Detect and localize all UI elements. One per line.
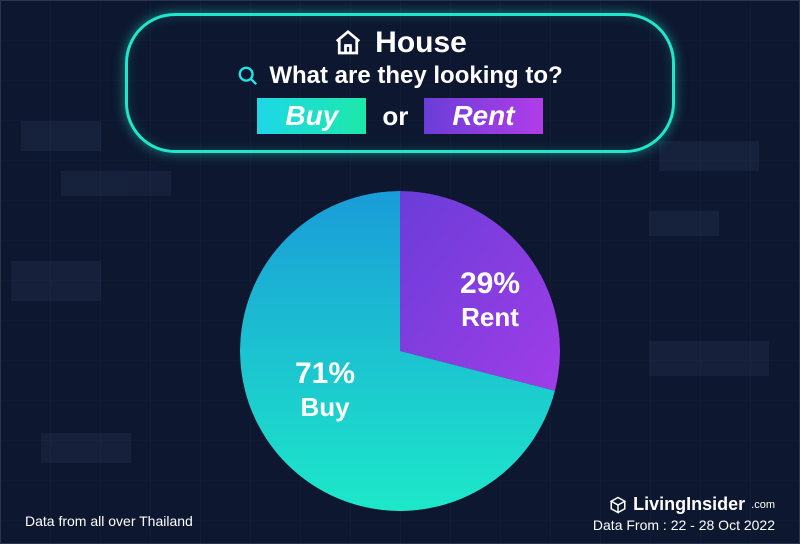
header-pill: House What are they looking to? Buy or R… (125, 13, 675, 153)
option-row: Buy or Rent (148, 98, 652, 134)
header-subtitle: What are they looking to? (269, 62, 562, 90)
header-title: House (375, 26, 467, 60)
option-buy-tag: Buy (257, 98, 366, 134)
footer-left-text: Data from all over Thailand (25, 513, 193, 529)
pie-buy-pct: 71% (295, 356, 355, 392)
brand-logo: LivingInsider .com (593, 494, 775, 515)
pie-buy-name: Buy (295, 392, 355, 423)
pie-svg (240, 191, 560, 511)
option-or-text: or (382, 101, 408, 132)
pie-rent-name: Rent (460, 302, 520, 333)
search-icon (237, 65, 259, 87)
header-subtitle-row: What are they looking to? (148, 62, 652, 90)
footer-right: LivingInsider .com Data From : 22 - 28 Oc… (593, 494, 775, 533)
pie-label-buy: 71% Buy (295, 356, 355, 423)
house-icon (333, 28, 363, 58)
footer-date-range: Data From : 22 - 28 Oct 2022 (593, 517, 775, 533)
option-rent-tag: Rent (424, 98, 542, 134)
cube-icon (609, 496, 627, 514)
brand-suffix: .com (751, 499, 775, 511)
header-title-row: House (148, 26, 652, 60)
brand-name: LivingInsider (633, 494, 745, 515)
pie-chart: 29% Rent 71% Buy (240, 191, 560, 511)
pie-rent-pct: 29% (460, 266, 520, 302)
pie-label-rent: 29% Rent (460, 266, 520, 333)
